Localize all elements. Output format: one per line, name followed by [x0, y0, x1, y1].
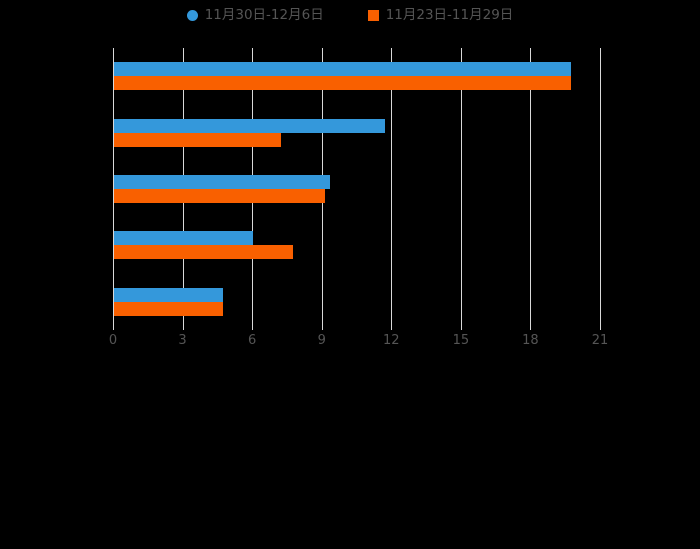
bar[interactable]: [114, 231, 254, 246]
y-axis-line: [113, 48, 114, 330]
bar[interactable]: [114, 62, 571, 77]
gridline: [391, 48, 393, 330]
x-tick-label: 9: [317, 333, 326, 348]
legend-swatch-circle-icon: [186, 10, 198, 22]
legend-swatch-square-icon: [367, 10, 379, 22]
bar[interactable]: [114, 118, 386, 133]
x-tick-label: 18: [522, 333, 539, 348]
bar-group: 奔腾: [114, 287, 601, 316]
chart-legend: 11月30日-12月6日 11月23日-11月29日: [0, 7, 700, 23]
legend-item-series-1[interactable]: 11月30日-12月6日: [186, 7, 324, 23]
bar[interactable]: [114, 245, 293, 260]
x-axis-tick-labels: 0 3 6 9 12 15 18 21: [109, 333, 608, 354]
bar[interactable]: [114, 189, 326, 203]
plot-area: Jeep 凯迪拉克路虎奥迪奔腾: [113, 48, 601, 330]
x-tick-label: 12: [383, 333, 400, 348]
bar-group: 路虎: [114, 175, 601, 203]
bar[interactable]: [114, 287, 223, 302]
gridline: [600, 48, 601, 330]
x-tick-label: 0: [108, 333, 118, 348]
gridline: [530, 48, 532, 330]
bar[interactable]: [114, 301, 223, 316]
bar[interactable]: [114, 175, 330, 189]
x-tick-label: 3: [178, 333, 187, 348]
x-tick-label: 15: [452, 333, 470, 348]
x-tick-label: 6: [248, 333, 257, 348]
bar-group: Jeep: [114, 62, 601, 91]
gridline: [460, 48, 462, 330]
bar[interactable]: [114, 76, 571, 91]
legend-label-series-1: 11月30日-12月6日: [204, 7, 324, 23]
legend-label-series-2: 11月23日-11月29日: [385, 7, 514, 23]
bar-group: 凯迪拉克: [114, 118, 601, 147]
legend-item-series-2[interactable]: 11月23日-11月29日: [367, 7, 514, 23]
bar-group: 奥迪: [114, 231, 601, 260]
bar[interactable]: [114, 132, 281, 147]
x-tick-label: 21: [591, 333, 609, 348]
